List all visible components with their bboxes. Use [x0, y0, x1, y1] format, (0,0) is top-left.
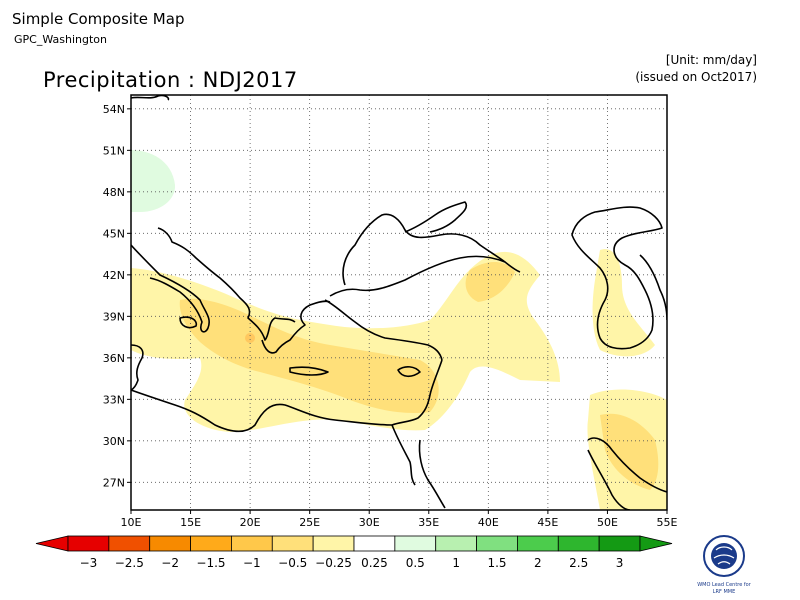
unit-label: [Unit: mm/day]: [665, 53, 757, 67]
lat-tick-label: 33N: [103, 393, 125, 406]
latitude-labels: 54N 51N 48N 45N 42N 39N 36N 33N 30N 27N: [103, 103, 131, 489]
colorbar-label: 2.5: [569, 556, 588, 570]
colorbar: −3 −2.5 −2 −1.5 −1 −0.5 −0.25 0.25 0.5 1 1.5 2 2.5 3: [35, 535, 673, 570]
coast-tunisia: [131, 344, 144, 391]
colorbar-label: 0.25: [361, 556, 388, 570]
lon-tick-label: 25E: [299, 516, 320, 529]
lon-tick-label: 35E: [418, 516, 439, 529]
colorbar-label: 1: [452, 556, 460, 570]
colorbar-label: 3: [616, 556, 624, 570]
coast-adriatic: [157, 227, 296, 341]
lat-tick-label: 48N: [103, 186, 125, 199]
longitude-labels: 10E 15E 20E 25E 30E 35E 40E 45E 50E 55E: [121, 510, 678, 529]
orange-anomaly-spot: [245, 333, 255, 343]
colorbar-label: 2: [534, 556, 542, 570]
logo-line1: WMO Lead Centre for: [697, 582, 752, 588]
coast-cyprus: [397, 366, 421, 378]
colorbar-segment: [231, 535, 273, 552]
coast-turkey: [324, 299, 443, 361]
lon-tick-label: 50E: [597, 516, 618, 529]
colorbar-label: −2: [161, 556, 179, 570]
coast-sicily: [179, 316, 198, 329]
orange-anomaly-east: [465, 262, 515, 302]
yellow-anomaly-caspian: [592, 249, 655, 357]
colorbar-label: −1: [243, 556, 261, 570]
lon-tick-label: 10E: [121, 516, 142, 529]
colorbar-segment: [149, 535, 191, 552]
coast-italy: [131, 244, 210, 333]
orange-anomaly-core: [179, 298, 439, 414]
lat-tick-label: 27N: [103, 476, 125, 489]
lon-tick-label: 40E: [478, 516, 499, 529]
coast-sinai: [391, 424, 446, 509]
coast-black-sea: [342, 213, 506, 286]
lon-tick-label: 45E: [537, 516, 558, 529]
lon-tick-label: 15E: [180, 516, 201, 529]
lat-tick-label: 45N: [103, 227, 125, 240]
lat-tick-label: 36N: [103, 352, 125, 365]
coast-turkey-north: [329, 255, 521, 297]
colorbar-segment: [67, 535, 110, 552]
coast-north-africa: [131, 389, 393, 433]
colorbar-segment: [312, 535, 355, 552]
app-subtitle: GPC_Washington: [14, 33, 107, 46]
colorbar-segment: [598, 535, 641, 552]
colorbar-label: −0.25: [315, 556, 352, 570]
colorbar-label: 0.5: [406, 556, 425, 570]
wmo-logo: WMO Lead Centre for LRF MME: [697, 535, 752, 595]
colorbar-label: −3: [80, 556, 98, 570]
colorbar-segment: [108, 535, 151, 552]
colorbar-segment: [271, 535, 314, 552]
colorbar-segment: [517, 535, 559, 552]
coast-greece: [261, 300, 331, 354]
lat-tick-label: 42N: [103, 269, 125, 282]
colorbar-segment: [557, 535, 600, 552]
app-title: Simple Composite Map: [12, 10, 185, 28]
lon-tick-label: 20E: [240, 516, 261, 529]
coast-crimea: [404, 201, 468, 233]
map-frame: [130, 94, 668, 511]
lat-tick-label: 54N: [103, 103, 125, 116]
lat-tick-label: 39N: [103, 310, 125, 323]
orange-anomaly-gulf-core: [600, 413, 659, 490]
anomaly-shading: [131, 150, 667, 510]
colorbar-segment: [435, 535, 477, 552]
colorbar-label: −2.5: [115, 556, 144, 570]
lon-tick-label: 55E: [657, 516, 678, 529]
yellow-anomaly-band: [131, 251, 560, 432]
lat-tick-label: 30N: [103, 435, 125, 448]
colorbar-segment: [476, 535, 518, 552]
colorbar-segment: [190, 535, 232, 552]
logo-line2: LRF MME: [713, 589, 736, 595]
coast-north: [131, 95, 170, 101]
lon-tick-label: 30E: [359, 516, 380, 529]
green-anomaly-area: [131, 150, 176, 212]
lat-tick-label: 51N: [103, 144, 125, 157]
map-title: Precipitation : NDJ2017: [43, 68, 298, 92]
coast-levant: [391, 359, 443, 426]
colorbar-label: 1.5: [487, 556, 506, 570]
colorbar-label: −1.5: [196, 556, 225, 570]
colorbar-label: −0.5: [278, 556, 307, 570]
issued-label: (issued on Oct2017): [635, 70, 757, 84]
wmo-logo-ring: [703, 535, 745, 577]
colorbar-segment: [353, 535, 396, 552]
colorbar-segment: [394, 535, 437, 552]
coast-caspian: [571, 206, 663, 350]
colorbar-low-arrow: [35, 535, 69, 552]
colorbar-high-arrow: [639, 535, 673, 552]
coast-persian-gulf: [587, 437, 667, 510]
coast-crete: [289, 366, 329, 376]
